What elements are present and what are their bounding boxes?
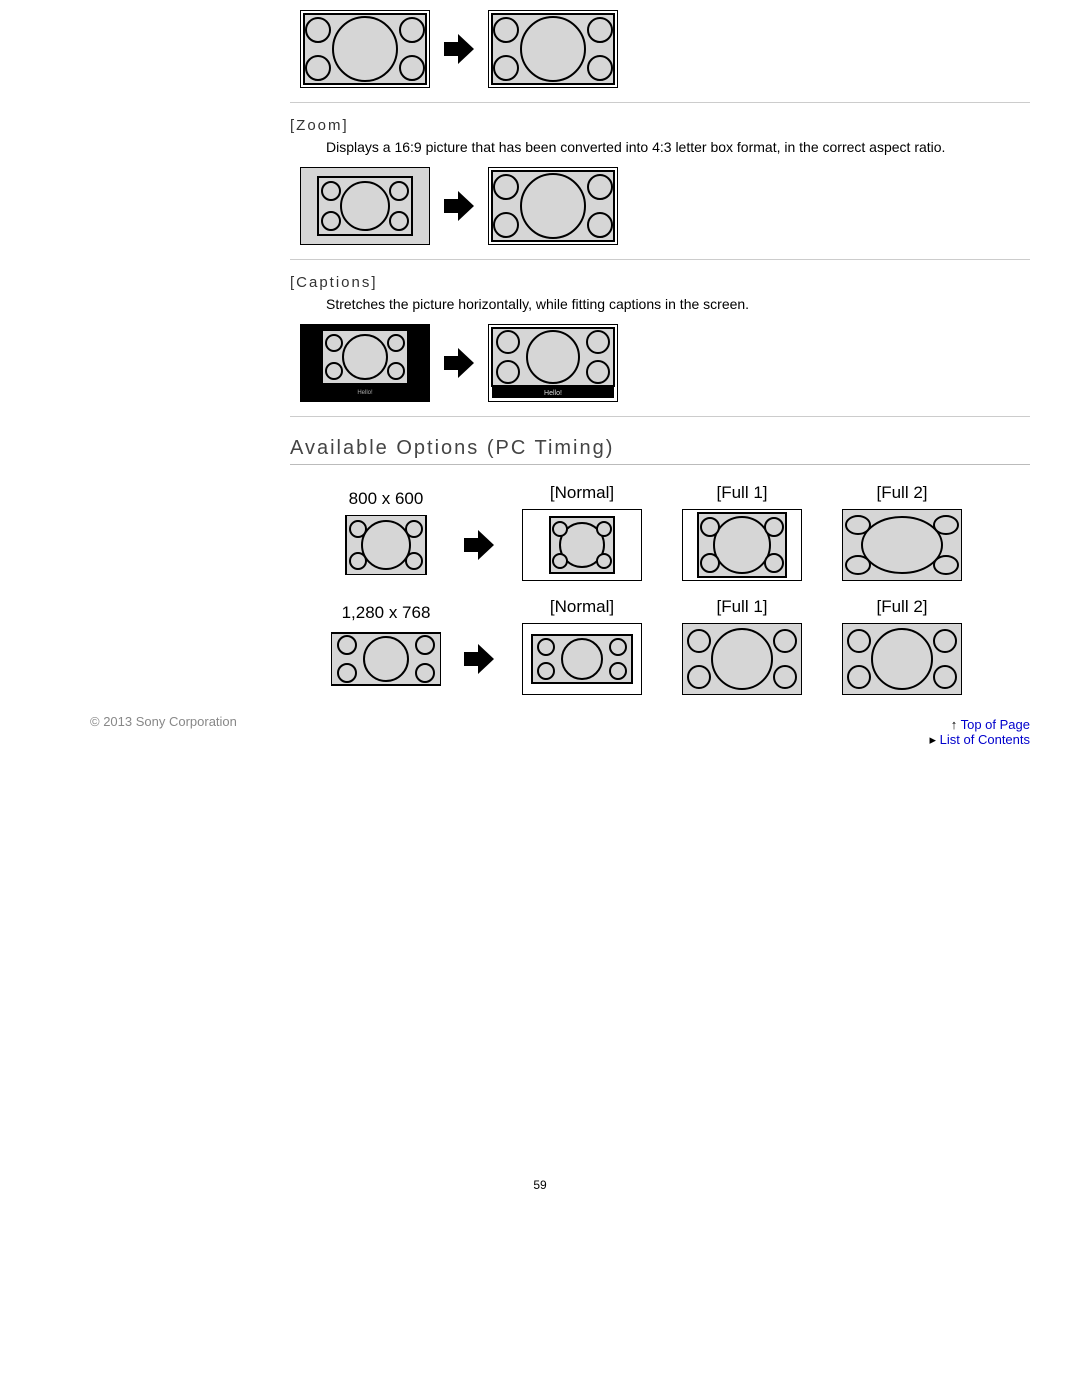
- diagram-row-top: [300, 10, 1030, 88]
- aspect-icon-source: [300, 10, 430, 88]
- diagram-row-zoom: [300, 167, 1030, 245]
- divider: [290, 416, 1030, 417]
- mode-full2-label: [Full 2]: [876, 483, 927, 503]
- top-of-page-link[interactable]: Top of Page: [961, 717, 1030, 732]
- aspect-icon-source-captionbox: Hello!: [300, 324, 430, 402]
- mode-normal-label: [Normal]: [550, 597, 614, 617]
- svg-text:Hello!: Hello!: [357, 390, 373, 396]
- aspect-icon-source-letterbox: [300, 167, 430, 245]
- zoom-desc: Displays a 16:9 picture that has been co…: [326, 138, 1030, 157]
- arrow-icon: [464, 530, 494, 560]
- divider: [290, 102, 1030, 103]
- arrow-icon: [444, 191, 474, 221]
- aspect-icon-full2-ellipse: [842, 509, 962, 581]
- up-arrow-icon: ↑: [951, 717, 961, 732]
- triangle-icon: ▸: [930, 732, 940, 747]
- mode-full1-label: [Full 1]: [716, 597, 767, 617]
- aspect-icon-full1-wide: [682, 623, 802, 695]
- aspect-icon-result: [488, 10, 618, 88]
- captions-desc: Stretches the picture horizontally, whil…: [326, 295, 1030, 314]
- arrow-icon: [444, 34, 474, 64]
- pc-res-label: 800 x 600: [349, 489, 424, 509]
- main-content: [Zoom] Displays a 16:9 picture that has …: [290, 0, 1030, 748]
- svg-text:Hello!: Hello!: [544, 390, 562, 397]
- pc-row-1280: 1,280 x 768 [Normal]: [316, 597, 1030, 695]
- pc-res-label: 1,280 x 768: [342, 603, 431, 623]
- diagram-row-captions: Hello! Hello!: [300, 324, 1030, 402]
- mode-full1-label: [Full 1]: [716, 483, 767, 503]
- footer-links: ↑ Top of Page ▸ List of Contents: [290, 717, 1030, 748]
- zoom-label: [Zoom]: [290, 117, 1030, 134]
- aspect-icon-full1: [682, 509, 802, 581]
- page-number: 59: [0, 1178, 1080, 1192]
- aspect-icon-normal: [522, 509, 642, 581]
- pc-timing-grid: 800 x 600 [Normal]: [316, 483, 1030, 695]
- copyright-text: © 2013 Sony Corporation: [90, 714, 237, 729]
- arrow-icon: [444, 348, 474, 378]
- arrow-icon: [464, 644, 494, 674]
- aspect-icon-source-4-3: [336, 515, 436, 575]
- divider: [290, 259, 1030, 260]
- pc-row-800: 800 x 600 [Normal]: [316, 483, 1030, 581]
- aspect-icon-result: [488, 167, 618, 245]
- list-of-contents-link[interactable]: List of Contents: [940, 732, 1030, 747]
- aspect-icon-normal-wide: [522, 623, 642, 695]
- pc-timing-heading: Available Options (PC Timing): [290, 437, 1030, 460]
- aspect-icon-full2-wide: [842, 623, 962, 695]
- mode-full2-label: [Full 2]: [876, 597, 927, 617]
- aspect-icon-result-caption: Hello!: [488, 324, 618, 402]
- captions-label: [Captions]: [290, 274, 1030, 291]
- mode-normal-label: [Normal]: [550, 483, 614, 503]
- heading-rule: [290, 464, 1030, 465]
- aspect-icon-source-wide: [331, 629, 441, 689]
